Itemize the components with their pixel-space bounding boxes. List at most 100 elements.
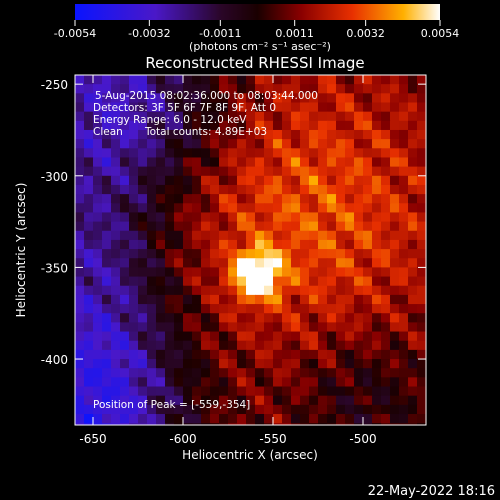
heatmap-cell [228, 285, 238, 296]
heatmap-cell [147, 395, 157, 406]
heatmap-cell [408, 304, 418, 314]
heatmap-cell [246, 313, 256, 323]
heatmap-cell [147, 368, 157, 378]
heatmap-cell [291, 414, 301, 424]
heatmap-cell [165, 148, 175, 159]
heatmap-cell [237, 184, 247, 195]
heatmap-cell [354, 359, 364, 369]
heatmap-cell [138, 276, 148, 287]
heatmap-cell [408, 249, 418, 259]
heatmap-cell [282, 221, 292, 232]
heatmap-cell [102, 313, 112, 323]
heatmap-cell [138, 414, 148, 424]
heatmap-cell [408, 395, 418, 406]
heatmap-cell [192, 267, 202, 278]
heatmap-cell [120, 340, 130, 351]
heatmap-cell [309, 84, 319, 94]
heatmap-cell [255, 331, 265, 342]
heatmap-cell [183, 249, 193, 259]
heatmap-cell [228, 331, 238, 342]
heatmap-cell [318, 129, 328, 140]
heatmap-cell [201, 194, 211, 204]
heatmap-cell [192, 386, 202, 397]
heatmap-cell [120, 276, 130, 287]
heatmap-cell [93, 175, 103, 186]
heatmap-cell [336, 395, 346, 406]
heatmap-cell [120, 184, 130, 195]
heatmap-cell [84, 349, 94, 360]
heatmap-cell [201, 276, 211, 287]
heatmap-cell [309, 404, 319, 415]
heatmap-cell [309, 139, 319, 149]
heatmap-cell [291, 267, 301, 278]
heatmap-cell [246, 258, 256, 269]
heatmap-cell [390, 423, 400, 425]
heatmap-cell [309, 423, 319, 425]
heatmap-cell [174, 166, 184, 177]
heatmap-cell [183, 313, 193, 323]
heatmap-cell [363, 175, 373, 186]
heatmap-cell [246, 386, 256, 397]
heatmap-cell [399, 331, 409, 342]
heatmap-cell [345, 304, 355, 314]
heatmap-cell [408, 175, 418, 186]
heatmap-cell [228, 175, 238, 186]
heatmap-cell [210, 368, 220, 378]
heatmap-cell [309, 313, 319, 323]
heatmap-cell [300, 221, 310, 232]
heatmap-cell [237, 148, 247, 159]
heatmap-cell [102, 203, 112, 214]
heatmap-cell [93, 414, 103, 424]
heatmap-cell [210, 267, 220, 278]
heatmap-cell [327, 102, 337, 113]
heatmap-cell [120, 157, 130, 168]
heatmap-cell [93, 304, 103, 314]
heatmap-cell [300, 230, 310, 241]
heatmap-cell [210, 313, 220, 323]
heatmap-cell [165, 340, 175, 351]
heatmap-cell [327, 230, 337, 241]
heatmap-cell [264, 120, 274, 131]
heatmap-cell [201, 294, 211, 305]
heatmap-cell [246, 157, 256, 168]
heatmap-cell [237, 212, 247, 223]
heatmap-cell [147, 120, 157, 131]
heatmap-cell [291, 239, 301, 250]
heatmap-cell [210, 166, 220, 177]
heatmap-cell [300, 349, 310, 360]
heatmap-cell [381, 404, 391, 415]
heatmap-cell [219, 230, 229, 241]
heatmap-cell [354, 304, 364, 314]
heatmap-cell [147, 322, 157, 333]
heatmap-cell [309, 267, 319, 278]
heatmap-cell [372, 276, 382, 287]
heatmap-cell [84, 230, 94, 241]
heatmap-cell [111, 75, 121, 85]
heatmap-cell [255, 157, 265, 168]
heatmap-cell [300, 331, 310, 342]
heatmap-cell [84, 84, 94, 94]
heatmap-cell [75, 84, 85, 94]
heatmap-cell [417, 377, 426, 388]
heatmap-cell [84, 139, 94, 149]
heatmap-cell [417, 184, 426, 195]
heatmap-cell [219, 148, 229, 159]
heatmap-cell [183, 203, 193, 214]
heatmap-cell [165, 139, 175, 149]
heatmap-cell [264, 294, 274, 305]
axis-ticks: -650 -600 -550 -500-250-300-350-400 [41, 75, 426, 446]
heatmap-cell [399, 267, 409, 278]
heatmap-cell [300, 285, 310, 296]
heatmap-cell [399, 84, 409, 94]
heatmap-cell [381, 230, 391, 241]
heatmap-cell [336, 349, 346, 360]
heatmap-cell [327, 203, 337, 214]
heatmap-cell [237, 249, 247, 259]
heatmap-cell [237, 203, 247, 214]
heatmap-cell [273, 322, 283, 333]
heatmap-cell [390, 102, 400, 113]
heatmap-cell [273, 157, 283, 168]
heatmap-cell [228, 267, 238, 278]
heatmap-cell [246, 276, 256, 287]
heatmap-cell [93, 212, 103, 223]
